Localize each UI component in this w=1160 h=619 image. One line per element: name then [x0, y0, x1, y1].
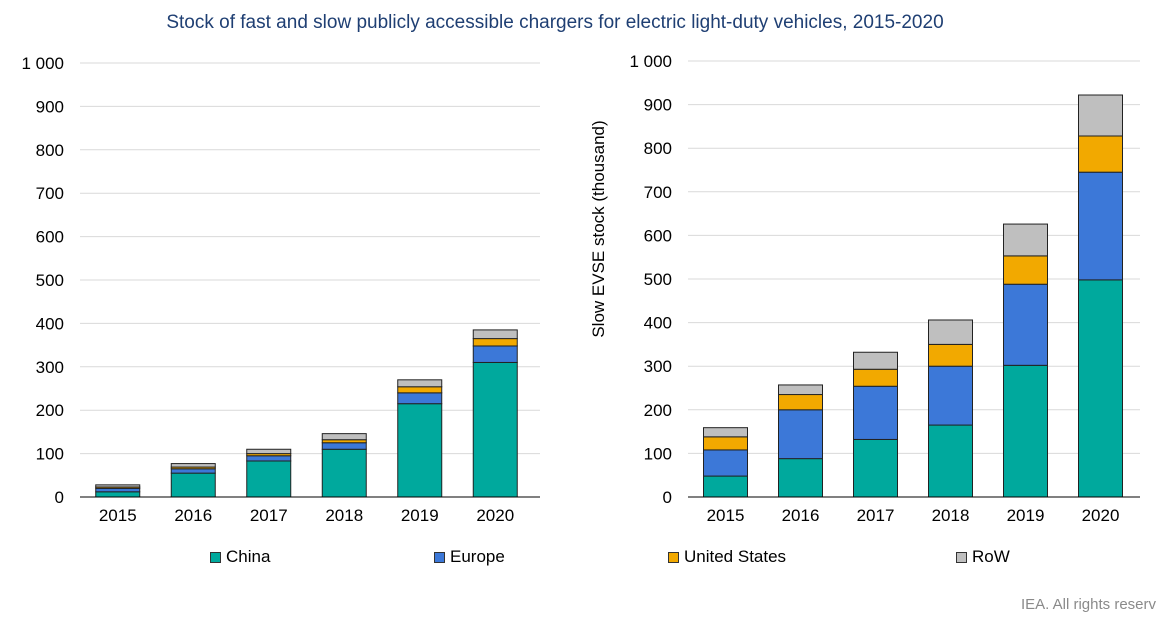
- right-chart: 0 100 200 300 400 500 600 700 800 900 1 000 2015 201…: [589, 52, 1140, 525]
- y-tick-label: 600: [36, 228, 64, 247]
- bar-china-2015: [95, 491, 141, 498]
- y-tick-label: 800: [644, 139, 672, 158]
- x-tick-label: 2016: [782, 506, 820, 525]
- x-tick-label: 2019: [1007, 506, 1045, 525]
- bar-china-2019: [397, 403, 443, 498]
- bar-china-2018: [321, 448, 367, 498]
- bar-row-2015: [703, 427, 748, 438]
- bar-europe-2019: [397, 392, 443, 405]
- bar-united-states-2020: [472, 338, 518, 347]
- y-axis-label: Slow EVSE stock (thousand): [589, 120, 608, 337]
- bar-europe-2016: [170, 468, 216, 474]
- bar-row-2018: [321, 433, 367, 441]
- y-tick-label: 700: [644, 183, 672, 202]
- bar-row-2018: [928, 319, 973, 345]
- credit-text: IEA. All rights reserv: [1020, 596, 1156, 613]
- bar-europe-2018: [928, 365, 973, 426]
- legend-label-china: China: [226, 547, 271, 566]
- y-tick-label: 0: [55, 488, 64, 507]
- bar-row-2019: [1003, 223, 1048, 257]
- y-tick-label: 500: [36, 271, 64, 290]
- legend-item-china: China: [210, 547, 270, 567]
- bar-united-states-2019: [397, 386, 443, 394]
- legend-label-row: RoW: [972, 547, 1010, 566]
- bar-europe-2015: [703, 449, 748, 477]
- x-tick-label: 2018: [325, 506, 363, 525]
- y-tick-label: 200: [36, 401, 64, 420]
- bar-row-2016: [778, 384, 823, 396]
- y-tick-label: 1 000: [629, 52, 672, 71]
- bar-europe-2020: [472, 345, 518, 363]
- y-tick-label: 600: [644, 226, 672, 245]
- chart-title: Stock of fast and slow publicly accessib…: [166, 12, 944, 33]
- y-tick-label: 500: [644, 270, 672, 289]
- bar-europe-2015: [95, 487, 141, 493]
- bar-united-states-2020: [1078, 135, 1123, 173]
- bar-row-2015: [95, 484, 141, 488]
- bar-china-2017: [246, 460, 292, 498]
- x-tick-label: 2015: [99, 506, 137, 525]
- y-tick-label: 700: [36, 184, 64, 203]
- y-tick-label: 0: [663, 488, 672, 507]
- x-tick-label: 2015: [707, 506, 745, 525]
- x-tick-label: 2016: [174, 506, 212, 525]
- bar-row-2019: [397, 379, 443, 388]
- bar-europe-2018: [321, 442, 367, 450]
- bar-europe-2017: [246, 455, 292, 462]
- legend-swatch-china: [210, 551, 221, 563]
- bar-row-2020: [1078, 94, 1123, 137]
- bar-china-2017: [853, 438, 898, 498]
- x-tick-label: 2020: [476, 506, 514, 525]
- bar-united-states-2015: [703, 436, 748, 451]
- bar-row-2020: [472, 329, 518, 340]
- x-tick-label: 2020: [1082, 506, 1120, 525]
- bar-china-2018: [928, 424, 973, 498]
- bar-united-states-2018: [928, 343, 973, 367]
- legend-swatch-row: [956, 551, 967, 563]
- bar-europe-2016: [778, 409, 823, 460]
- bar-row-2016: [170, 463, 216, 468]
- y-tick-label: 300: [644, 357, 672, 376]
- legend-swatch-europe: [434, 551, 445, 563]
- bar-china-2015: [703, 475, 748, 498]
- bar-china-2016: [170, 472, 216, 498]
- legend-label-united-states: United States: [684, 547, 787, 566]
- y-tick-label: 100: [36, 445, 64, 464]
- x-tick-label: 2017: [857, 506, 895, 525]
- legend-label-europe: Europe: [450, 547, 505, 566]
- bar-china-2016: [778, 458, 823, 498]
- bar-china-2020: [472, 361, 518, 498]
- x-tick-label: 2018: [932, 506, 970, 525]
- x-tick-label: 2019: [401, 506, 439, 525]
- y-tick-label: 200: [644, 401, 672, 420]
- y-tick-label: 400: [36, 314, 64, 333]
- bar-europe-2020: [1078, 171, 1123, 281]
- legend-item-europe: Europe: [434, 547, 505, 567]
- bar-row-2017: [246, 448, 292, 455]
- bar-united-states-2016: [778, 394, 823, 411]
- y-tick-label: 100: [644, 444, 672, 463]
- y-tick-label: 900: [36, 97, 64, 116]
- left-chart: 0 100 200 300 400 500 600 700 800 900 1 000 2015 201…: [21, 54, 540, 525]
- bar-row-2017: [853, 351, 898, 370]
- y-tick-label: 300: [36, 358, 64, 377]
- bar-china-2020: [1078, 279, 1123, 498]
- x-tick-label: 2017: [250, 506, 288, 525]
- bar-europe-2019: [1003, 283, 1048, 366]
- legend-item-row: RoW: [956, 547, 1010, 567]
- y-tick-label: 900: [644, 96, 672, 115]
- legend: China Europe United States RoW: [0, 547, 1160, 571]
- bar-europe-2017: [853, 385, 898, 440]
- y-tick-label: 400: [644, 314, 672, 333]
- legend-item-united-states: United States: [668, 547, 786, 567]
- y-tick-label: 1 000: [21, 54, 64, 73]
- y-tick-label: 800: [36, 141, 64, 160]
- bar-china-2019: [1003, 364, 1048, 498]
- bar-united-states-2017: [853, 368, 898, 387]
- bar-united-states-2019: [1003, 255, 1048, 285]
- legend-swatch-united-states: [668, 551, 679, 563]
